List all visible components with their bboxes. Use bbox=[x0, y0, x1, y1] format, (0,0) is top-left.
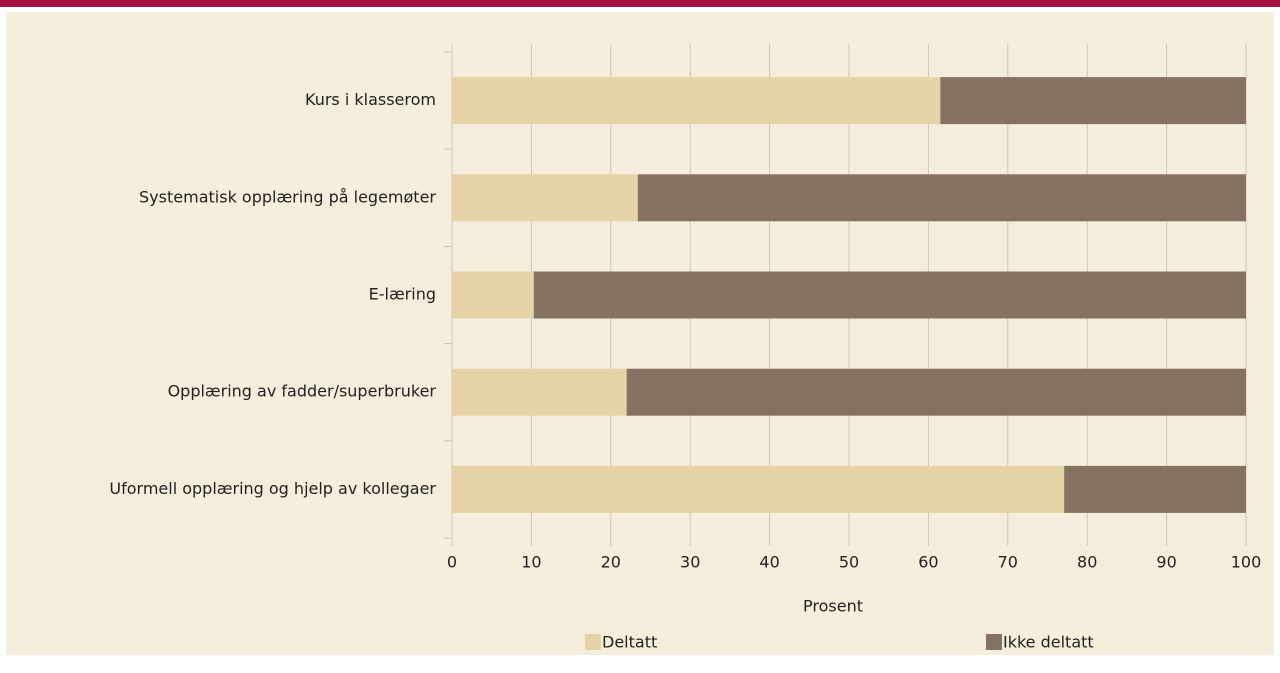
y-tick-label: Systematisk opplæring på legemøter bbox=[139, 187, 436, 206]
bar bbox=[452, 368, 627, 416]
x-tick-label: 20 bbox=[601, 553, 621, 572]
bar bbox=[452, 271, 534, 319]
bar bbox=[452, 77, 941, 125]
x-tick-label: 30 bbox=[680, 553, 700, 572]
legend-swatch bbox=[986, 634, 1002, 650]
x-tick-label: 100 bbox=[1231, 553, 1262, 572]
bar bbox=[533, 271, 1246, 319]
legend-label: Ikke deltatt bbox=[1003, 633, 1094, 652]
x-tick-label: 70 bbox=[998, 553, 1018, 572]
x-tick-label: 80 bbox=[1077, 553, 1097, 572]
bar bbox=[452, 174, 638, 222]
bar bbox=[626, 368, 1246, 416]
x-axis-title: Prosent bbox=[803, 597, 863, 616]
bar bbox=[1064, 465, 1246, 513]
x-tick-label: 10 bbox=[521, 553, 541, 572]
bar bbox=[452, 465, 1065, 513]
legend-swatch bbox=[585, 634, 601, 650]
x-tick-label: 50 bbox=[839, 553, 859, 572]
legend-label: Deltatt bbox=[602, 633, 657, 652]
x-tick-label: 0 bbox=[447, 553, 457, 572]
y-tick-label: Opplæring av fadder/superbruker bbox=[168, 382, 437, 401]
bar bbox=[637, 174, 1246, 222]
y-tick-label: Kurs i klasserom bbox=[305, 90, 436, 109]
x-tick-label: 60 bbox=[918, 553, 938, 572]
y-tick-label: Uformell opplæring og hjelp av kollegaer bbox=[109, 479, 436, 498]
y-tick-label: E-læring bbox=[369, 285, 436, 304]
x-tick-label: 40 bbox=[759, 553, 779, 572]
bar bbox=[940, 77, 1246, 125]
top-bar bbox=[0, 0, 1280, 7]
x-tick-label: 90 bbox=[1156, 553, 1176, 572]
